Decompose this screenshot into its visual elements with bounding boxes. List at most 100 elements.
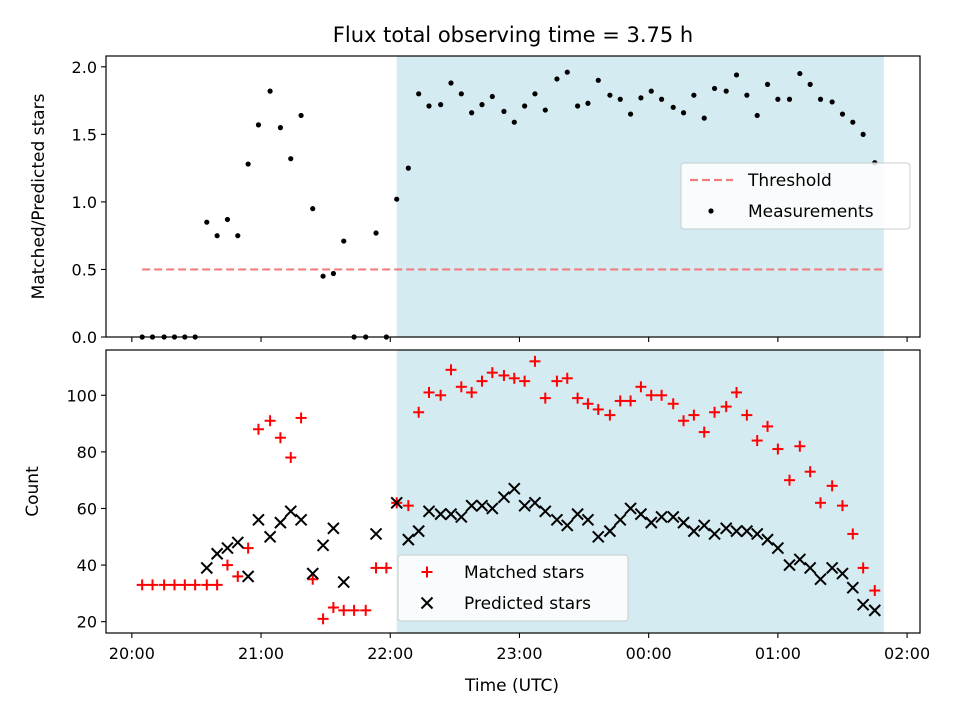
matched-star-point [836,500,848,512]
matched-star-point [327,602,339,614]
measurement-point [627,111,634,117]
legend-matched-label: Matched stars [464,563,584,583]
measurement-point [701,115,707,121]
matched-star-point [784,474,796,486]
predicted-star-point [581,513,595,527]
matched-star-point [189,579,201,591]
measurement-point [607,92,613,98]
predicted-star-point [221,541,234,555]
ratio-panel-frame [105,55,921,338]
predicted-star-point [518,499,531,512]
predicted-star-point [475,499,489,512]
predicted-star-point [434,507,447,521]
count-y-tick-label: 20 [77,613,97,632]
measurement-point [564,69,570,75]
predicted-star-point [740,524,754,538]
matched-star-point [751,435,763,447]
predicted-star-point [274,516,287,529]
matched-star-point [274,432,286,444]
predicted-star-point [210,547,224,560]
measurement-point [214,233,220,239]
matched-star-point [635,381,647,393]
count-legend-box [397,554,629,622]
measurement-point [807,81,813,87]
matched-star-point [804,466,816,478]
matched-star-points [136,355,881,625]
predicted-star-point [528,496,542,510]
matched-star-point [402,500,414,512]
predicted-star-point [465,499,478,512]
measurement-point [575,103,581,109]
matched-star-point [551,375,563,387]
count-panel: 20 40 60 80 100 20:00 21:00 22:00 23:00 00:00 01:… [23,349,930,696]
predicted-star-point [550,513,564,527]
x-tick-label: 23:00 [496,644,542,663]
predicted-star-point [571,507,584,521]
predicted-star-point [455,510,468,524]
measurement-point [489,93,495,100]
x-tick-label: 20:00 [109,644,155,663]
predicted-star-point [783,558,796,572]
legend-measurements-label: Measurements [748,202,874,222]
matched-star-point [158,579,170,591]
matched-star-point [656,389,668,401]
predicted-star-point [836,567,849,580]
count-x-ticks: 20:00 21:00 22:00 23:00 00:00 01:00 02:00 [109,633,930,663]
matched-star-point [645,389,657,401]
predicted-star-point [814,573,827,586]
predicted-star-point [486,502,499,515]
matched-star-point [486,367,498,379]
measurement-point [469,110,475,116]
predicted-star-point [825,561,839,575]
measurement-point [764,81,771,87]
matched-star-point [179,579,191,591]
matched-star-point [380,562,392,574]
matched-star-point [413,406,425,418]
ratio-y-tick-label: 2.0 [72,58,97,77]
matched-star-point [720,401,732,413]
ratio-legend-box [680,162,911,230]
x-axis-label: Time (UTC) [464,676,559,696]
matched-star-point [582,398,594,410]
matched-star-point [826,480,838,492]
matched-star-point [604,409,616,421]
measurement-point [670,104,676,110]
matched-star-point [794,440,806,452]
predicted-star-point [846,581,860,594]
matched-star-point [136,579,148,591]
measurement-point [711,85,718,92]
measurement-point [458,91,464,97]
measurement-point [448,80,454,86]
measurement-point [839,111,846,117]
predicted-star-point [561,519,574,532]
legend-predicted-marker [420,596,434,610]
matched-star-point [201,579,213,591]
predicted-star-point [284,505,297,518]
count-y-tick-label: 100 [66,386,97,405]
ratio-y-tick-label: 0.5 [72,260,97,279]
matched-star-point [295,412,307,424]
matched-star-point [370,562,382,574]
matched-star-point [285,452,297,464]
matched-star-point [614,395,626,407]
x-tick-label: 21:00 [238,644,284,663]
measurement-point [733,72,740,78]
measurement-point [522,103,528,109]
matched-star-point [731,386,743,398]
x-tick-label: 00:00 [626,644,672,663]
predicted-star-point [263,530,277,543]
predicted-star-points [200,482,881,617]
legend-matched-marker [421,566,433,578]
measurement-point [341,238,347,244]
matched-star-point [252,423,264,435]
predicted-star-point [698,519,711,532]
ratio-y-tick-label: 0.0 [72,328,97,347]
predicted-star-point [645,516,658,529]
measurement-point [850,119,856,125]
predicted-star-point [294,513,308,527]
ratio-panel: 0.00.51.01.52.0 Matched/Predicted stars … [29,55,921,347]
measurement-point [426,103,432,109]
predicted-star-point [708,527,721,541]
predicted-star-point [369,527,383,541]
matched-star-point [307,573,319,585]
